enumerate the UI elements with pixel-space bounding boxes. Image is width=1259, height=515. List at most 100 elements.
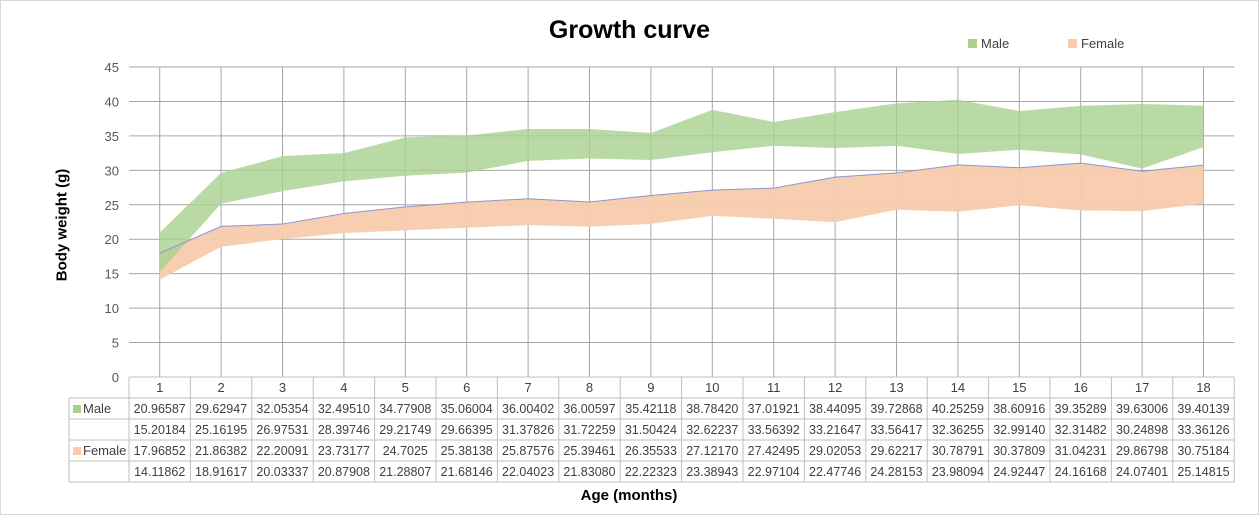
y-tick-label: 30 bbox=[105, 163, 119, 178]
table-cell: 22.97104 bbox=[748, 465, 800, 479]
legend-swatch-male bbox=[968, 39, 977, 48]
table-cell: 33.21647 bbox=[809, 423, 861, 437]
table-cell: 20.96587 bbox=[134, 402, 186, 416]
table-cell: 32.05354 bbox=[256, 402, 308, 416]
x-tick-label: 3 bbox=[279, 380, 286, 395]
table-cell: 24.07401 bbox=[1116, 465, 1168, 479]
x-tick-label: 1 bbox=[156, 380, 163, 395]
table-cell: 24.7025 bbox=[383, 444, 428, 458]
table-cell: 23.98094 bbox=[932, 465, 984, 479]
legend-label-male: Male bbox=[981, 36, 1010, 51]
table-cell: 21.68146 bbox=[441, 465, 493, 479]
table-cell: 20.03337 bbox=[256, 465, 308, 479]
table-cell: 33.56417 bbox=[870, 423, 922, 437]
table-cell: 29.62947 bbox=[195, 402, 247, 416]
table-cell: 31.50424 bbox=[625, 423, 677, 437]
x-tick-label: 2 bbox=[217, 380, 224, 395]
x-tick-label: 11 bbox=[767, 380, 781, 395]
y-tick-label: 40 bbox=[105, 94, 119, 109]
table-cell: 24.16168 bbox=[1055, 465, 1107, 479]
x-tick-label: 6 bbox=[463, 380, 470, 395]
table-cell: 26.97531 bbox=[256, 423, 308, 437]
table-cell: 14.11862 bbox=[134, 465, 185, 479]
table-cell: 30.37809 bbox=[993, 444, 1045, 458]
table-cell: 32.31482 bbox=[1055, 423, 1107, 437]
table-cell: 24.28153 bbox=[870, 465, 922, 479]
x-tick-label: 15 bbox=[1012, 380, 1026, 395]
table-cell: 36.00597 bbox=[563, 402, 615, 416]
table-cell: 31.72259 bbox=[563, 423, 615, 437]
table-cell: 29.66395 bbox=[441, 423, 493, 437]
table-cell: 31.04231 bbox=[1055, 444, 1107, 458]
table-cell: 25.87576 bbox=[502, 444, 554, 458]
table-cell: 27.12170 bbox=[686, 444, 738, 458]
table-cell: 29.02053 bbox=[809, 444, 861, 458]
y-tick-label: 45 bbox=[105, 60, 119, 75]
table-cell: 23.73177 bbox=[318, 444, 370, 458]
y-tick-label: 20 bbox=[105, 232, 119, 247]
table-cell: 32.36255 bbox=[932, 423, 984, 437]
x-tick-label: 18 bbox=[1196, 380, 1210, 395]
table-cell: 22.22323 bbox=[625, 465, 677, 479]
table-cell: 22.47746 bbox=[809, 465, 861, 479]
table-cell: 29.21749 bbox=[379, 423, 431, 437]
x-tick-label: 16 bbox=[1073, 380, 1087, 395]
x-tick-label: 17 bbox=[1135, 380, 1149, 395]
legend-item-female: Female bbox=[1068, 36, 1124, 51]
table-cell: 39.35289 bbox=[1055, 402, 1107, 416]
table-cell: 38.44095 bbox=[809, 402, 861, 416]
y-tick-label: 35 bbox=[105, 129, 119, 144]
table-cell: 38.78420 bbox=[686, 402, 738, 416]
table-cell: 39.72868 bbox=[870, 402, 922, 416]
table-cell: 25.39461 bbox=[563, 444, 615, 458]
x-tick-label: 13 bbox=[889, 380, 903, 395]
table-cell: 34.77908 bbox=[379, 402, 431, 416]
table-cell: 25.14815 bbox=[1177, 465, 1229, 479]
legend-label-female: Female bbox=[1081, 36, 1125, 51]
table-cell: 39.40139 bbox=[1177, 402, 1229, 416]
table-cell: 31.37826 bbox=[502, 423, 554, 437]
table-cell: 38.60916 bbox=[993, 402, 1045, 416]
chart-title: Growth curve bbox=[548, 16, 711, 44]
table-row-label-male: Male bbox=[83, 401, 111, 416]
table-cell: 30.75184 bbox=[1177, 444, 1229, 458]
table-cell: 37.01921 bbox=[748, 402, 800, 416]
table-cell: 22.20091 bbox=[256, 444, 308, 458]
table-cell: 26.35533 bbox=[625, 444, 677, 458]
table-cell: 20.87908 bbox=[318, 465, 370, 479]
male-band-area bbox=[159, 99, 1204, 273]
x-tick-label: 5 bbox=[402, 380, 409, 395]
y-tick-label: 25 bbox=[105, 198, 119, 213]
table-cell: 33.36126 bbox=[1177, 423, 1229, 437]
y-tick-label: 5 bbox=[112, 336, 119, 351]
table-cell: 29.62217 bbox=[870, 444, 922, 458]
table-cell: 21.28807 bbox=[379, 465, 431, 479]
x-axis-label: Age (months) bbox=[580, 487, 678, 504]
y-tick-label: 10 bbox=[105, 301, 119, 316]
table-cell: 30.24898 bbox=[1116, 423, 1168, 437]
table-cell: 35.06004 bbox=[441, 402, 493, 416]
table-cell: 23.38943 bbox=[686, 465, 738, 479]
y-tick-label: 0 bbox=[112, 370, 119, 385]
table-cell: 29.86798 bbox=[1116, 444, 1168, 458]
table-cell: 28.39746 bbox=[318, 423, 370, 437]
female-band-area bbox=[159, 163, 1204, 280]
y-axis-ticks: 0 5 10 15 20 25 30 35 40 45 bbox=[105, 60, 119, 385]
table-cell: 27.42495 bbox=[748, 444, 800, 458]
table-cell: 21.86382 bbox=[195, 444, 247, 458]
table-cell: 39.63006 bbox=[1116, 402, 1168, 416]
table-cell: 40.25259 bbox=[932, 402, 984, 416]
table-cell: 30.78791 bbox=[932, 444, 984, 458]
table-legend-key-male bbox=[73, 405, 81, 413]
data-areas bbox=[159, 99, 1204, 280]
table-row-label-female: Female bbox=[83, 443, 126, 458]
table-cell: 21.83080 bbox=[563, 465, 615, 479]
table-cell: 25.16195 bbox=[195, 423, 247, 437]
legend-item-male: Male bbox=[968, 36, 1009, 51]
table-cell: 33.56392 bbox=[748, 423, 800, 437]
table-cell: 32.99140 bbox=[993, 423, 1045, 437]
table-cell: 18.91617 bbox=[195, 465, 247, 479]
x-tick-label: 8 bbox=[586, 380, 593, 395]
